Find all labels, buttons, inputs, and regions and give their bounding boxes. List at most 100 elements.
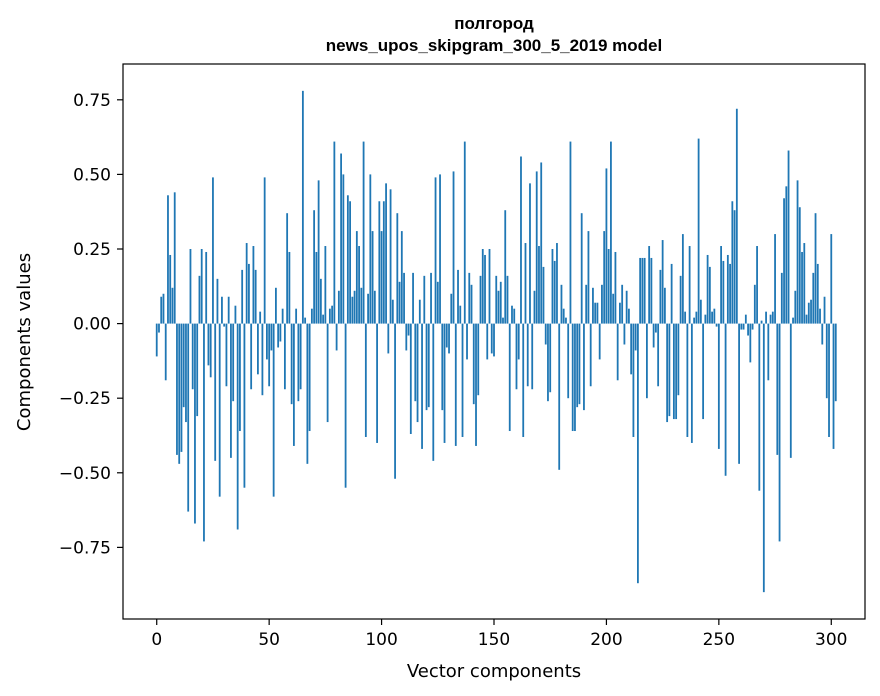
bar-component-124: [434, 177, 437, 324]
bar-component-166: [529, 183, 531, 324]
bar-component-222: [654, 323, 657, 333]
bar-component-141: [472, 323, 475, 405]
bar-component-113: [409, 323, 412, 434]
bar-component-32: [227, 296, 230, 324]
bar-component-207: [621, 284, 624, 324]
bar-component-82: [340, 153, 342, 324]
bar-component-15: [189, 249, 192, 324]
bar-component-68: [308, 323, 311, 432]
bar-component-149: [490, 323, 493, 354]
bar-component-168: [533, 290, 536, 324]
bar-component-264: [749, 323, 752, 363]
bar-component-257: [733, 210, 736, 324]
bar-component-61: [292, 323, 295, 446]
bar-component-116: [416, 323, 419, 423]
bar-component-197: [598, 323, 601, 360]
bar-component-239: [693, 317, 696, 324]
bar-component-214: [637, 323, 639, 584]
bar-component-51: [270, 323, 273, 351]
bar-component-184: [569, 141, 572, 324]
bar-component-72: [317, 180, 320, 324]
x-tick-label: 200: [590, 630, 622, 650]
bar-component-34: [232, 323, 235, 402]
bar-component-172: [542, 266, 545, 324]
bar-component-181: [562, 308, 565, 324]
bar-component-100: [380, 231, 383, 324]
bar-component-142: [475, 323, 477, 446]
bar-component-35: [234, 305, 237, 324]
bar-component-224: [659, 269, 662, 324]
bar-component-33: [230, 323, 232, 458]
bar-component-127: [441, 323, 444, 411]
plot-frame: [122, 63, 866, 620]
bar-component-273: [769, 314, 772, 324]
bar-component-281: [787, 150, 790, 324]
bar-component-147: [486, 323, 489, 360]
bar-component-106: [394, 323, 396, 479]
bar-component-159: [513, 308, 516, 324]
bar-component-80: [335, 323, 338, 351]
bar-component-111: [405, 323, 408, 351]
bar-component-55: [279, 323, 282, 342]
y-tick-label: −0.75: [59, 538, 111, 558]
bar-component-46: [259, 311, 262, 324]
bar-component-162: [520, 156, 522, 324]
bar-component-56: [281, 308, 284, 324]
bar-component-52: [272, 323, 275, 497]
bar-component-120: [425, 323, 428, 411]
y-axis-label: Components values: [14, 253, 35, 431]
bar-component-143: [477, 323, 480, 396]
bar-component-48: [263, 177, 266, 324]
bar-component-232: [677, 323, 680, 396]
bar-component-177: [553, 260, 556, 324]
bar-component-24: [209, 323, 212, 378]
bar-component-269: [760, 320, 763, 324]
x-axis-label: Vector components: [407, 661, 581, 682]
bar-component-81: [337, 290, 340, 324]
bar-component-27: [216, 278, 219, 324]
y-tick-label: −0.25: [59, 389, 111, 409]
bar-component-11: [180, 323, 183, 452]
bar-component-131: [450, 293, 453, 324]
bar-component-73: [319, 278, 322, 324]
bar-component-59: [288, 251, 291, 324]
bar-component-91: [360, 287, 363, 324]
bar-component-145: [481, 249, 484, 324]
bar-component-4: [164, 323, 167, 381]
bar-component-115: [414, 323, 417, 402]
bar-component-187: [576, 323, 579, 408]
bar-component-265: [751, 323, 754, 330]
bar-component-76: [326, 323, 329, 423]
bar-component-287: [801, 251, 803, 324]
bar-component-132: [452, 171, 455, 324]
bar-component-169: [535, 171, 538, 324]
bar-component-102: [385, 183, 387, 324]
bar-component-276: [776, 323, 779, 455]
bar-component-23: [207, 323, 210, 366]
bar-component-7: [171, 287, 174, 324]
bar-component-107: [396, 213, 399, 324]
bar-component-205: [616, 323, 619, 381]
bar-component-19: [198, 275, 201, 324]
bar-component-153: [499, 281, 502, 324]
bar-component-250: [717, 323, 720, 449]
bar-component-201: [607, 249, 610, 324]
bar-component-289: [805, 314, 808, 324]
bar-component-198: [601, 284, 603, 324]
bar-component-245: [706, 254, 709, 324]
bar-component-231: [675, 323, 678, 420]
bar-component-152: [497, 290, 500, 324]
bar-component-83: [342, 174, 345, 324]
bar-series: [155, 90, 837, 593]
bar-component-50: [268, 323, 271, 387]
bar-component-25: [212, 177, 214, 324]
bar-component-70: [313, 210, 316, 324]
bar-component-53: [275, 287, 277, 324]
bar-component-94: [367, 293, 369, 324]
bar-component-294: [816, 263, 819, 324]
bar-component-16: [191, 323, 194, 390]
bar-component-75: [324, 246, 327, 324]
bar-component-44: [254, 269, 257, 324]
